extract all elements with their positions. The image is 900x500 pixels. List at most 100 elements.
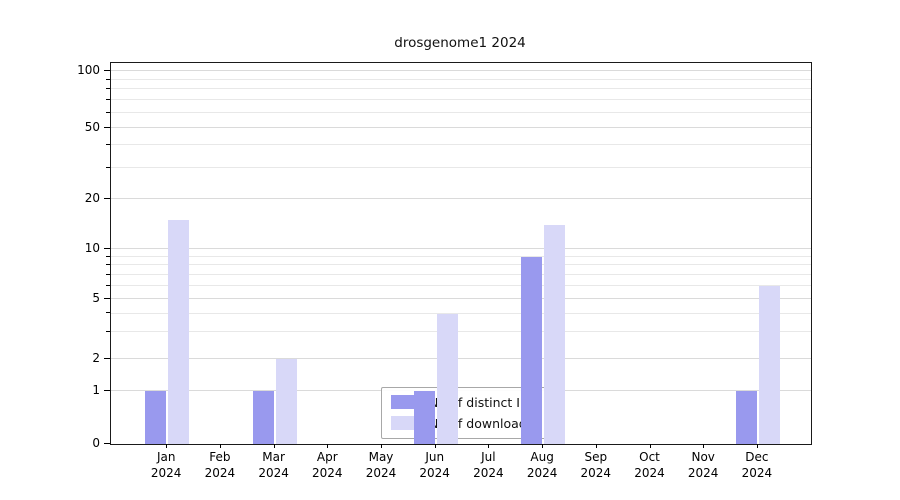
gridline-major	[111, 127, 811, 129]
bar-distinct-ips	[735, 391, 757, 444]
gridline-major	[111, 247, 811, 249]
x-tick-label: Feb 2024	[185, 450, 255, 482]
x-tick-label: May 2024	[346, 450, 416, 482]
y-minor-tick-mark	[106, 331, 110, 333]
x-label-year: 2024	[419, 465, 450, 480]
bar-downloads	[275, 359, 297, 444]
x-label-year: 2024	[526, 465, 558, 480]
x-tick-label: Mar 2024	[239, 450, 309, 482]
y-minor-tick-mark	[106, 263, 110, 265]
gridline-minor	[111, 255, 811, 257]
x-tick-mark	[595, 444, 597, 448]
x-label-year: 2024	[365, 465, 397, 480]
bar-downloads	[544, 224, 566, 444]
x-tick-mark	[166, 444, 168, 448]
y-tick-mark	[104, 247, 110, 249]
gridline-minor	[111, 331, 811, 333]
x-label-year: 2024	[634, 465, 665, 480]
y-minor-tick-mark	[106, 78, 110, 80]
y-minor-tick-mark	[106, 99, 110, 101]
y-tick-mark	[104, 390, 110, 392]
y-tick-label: 20	[84, 191, 100, 206]
x-tick-label: Nov 2024	[668, 450, 738, 482]
gridline-minor	[111, 312, 811, 314]
x-tick-label: Jan 2024	[131, 450, 201, 482]
x-label-year: 2024	[580, 465, 612, 480]
x-label-month: Jun	[425, 450, 445, 464]
bar-downloads	[436, 313, 458, 444]
x-label-month: Jul	[481, 450, 496, 464]
gridline-minor	[111, 264, 811, 265]
x-tick-label: Apr 2024	[292, 450, 362, 482]
x-label-month: Nov	[691, 450, 715, 464]
x-label-month: May	[368, 450, 394, 464]
y-tick-mark	[104, 358, 110, 360]
y-tick-label: 10	[84, 240, 100, 255]
x-tick-label: Jun 2024	[400, 450, 470, 482]
x-label-month: Oct	[639, 450, 660, 464]
legend-swatch-distinct-ips	[391, 395, 421, 409]
y-minor-tick-mark	[106, 255, 110, 257]
bar-distinct-ips	[145, 391, 167, 444]
x-label-month: Aug	[530, 450, 554, 464]
x-tick-label: Sep 2024	[561, 450, 631, 482]
y-tick-mark	[104, 443, 110, 444]
gridline-minor	[111, 273, 811, 275]
x-label-year: 2024	[312, 465, 343, 480]
gridline-minor	[111, 284, 811, 286]
x-label-year: 2024	[687, 465, 719, 480]
x-label-year: 2024	[150, 465, 182, 480]
x-tick-mark	[703, 444, 705, 448]
x-tick-label: Jul 2024	[453, 450, 523, 482]
y-tick-mark	[104, 70, 110, 71]
gridline-minor	[111, 78, 811, 80]
plot-area: Nb of distinct IPs Nb of downloads	[110, 62, 812, 445]
gridline-major	[111, 297, 811, 299]
gridline-minor	[111, 144, 811, 146]
y-tick-mark	[104, 127, 110, 129]
y-tick-label: 0	[92, 436, 100, 450]
y-minor-tick-mark	[106, 166, 110, 168]
y-tick-mark	[104, 297, 110, 299]
x-tick-label: Oct 2024	[615, 450, 685, 482]
x-tick-mark	[219, 444, 221, 448]
x-tick-label: Aug 2024	[507, 450, 577, 482]
gridline-major	[111, 358, 811, 360]
x-tick-mark	[488, 444, 490, 448]
y-tick-mark	[104, 198, 110, 200]
bar-distinct-ips	[413, 391, 435, 444]
y-minor-tick-mark	[106, 284, 110, 286]
x-label-month: Sep	[584, 450, 608, 464]
bar-downloads	[758, 285, 780, 444]
y-minor-tick-mark	[106, 273, 110, 275]
y-tick-label: 1	[92, 383, 100, 398]
bar-distinct-ips	[521, 256, 543, 444]
x-label-month: Mar	[262, 450, 285, 464]
y-minor-tick-mark	[106, 144, 110, 146]
x-label-month: Feb	[209, 450, 231, 464]
x-tick-mark	[327, 444, 329, 448]
y-minor-tick-mark	[106, 112, 110, 114]
gridline-minor	[111, 99, 811, 101]
gridline-minor	[111, 88, 811, 90]
gridline-major	[111, 70, 811, 72]
y-tick-label: 2	[92, 351, 100, 366]
legend-item: Nb of distinct IPs	[391, 394, 534, 410]
x-label-month: Apr	[316, 450, 338, 464]
chart-title: drosgenome1 2024	[394, 35, 526, 51]
x-label-month: Dec	[745, 450, 769, 464]
x-label-year: 2024	[473, 465, 504, 480]
x-label-month: Jan	[156, 450, 176, 464]
y-tick-label: 5	[92, 290, 100, 305]
bar-downloads	[168, 219, 190, 444]
bar-distinct-ips	[252, 391, 274, 444]
x-tick-mark	[273, 444, 275, 448]
x-tick-mark	[542, 444, 544, 448]
x-label-year: 2024	[741, 465, 773, 480]
y-minor-tick-mark	[106, 312, 110, 314]
x-tick-mark	[756, 444, 758, 448]
gridline-minor	[111, 112, 811, 114]
y-tick-label: 50	[84, 120, 100, 135]
x-label-year: 2024	[204, 465, 236, 480]
